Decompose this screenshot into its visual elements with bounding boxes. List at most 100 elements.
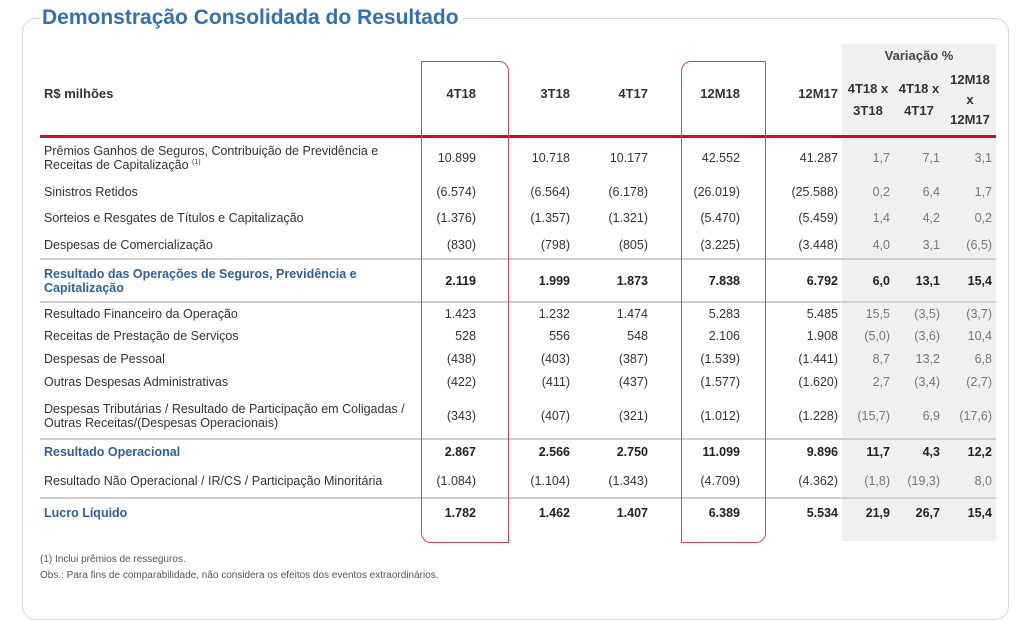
value-cell: (1.357) bbox=[530, 211, 570, 225]
value-cell: (343) bbox=[446, 409, 476, 423]
row-label-text: Sorteios e Resgates de Títulos e Capital… bbox=[44, 211, 304, 225]
row-label-text: Outras Despesas Administrativas bbox=[44, 375, 229, 389]
value-cell: 2.867 bbox=[416, 438, 508, 464]
value-cell: (422) bbox=[446, 375, 476, 389]
value-cell: 2.106 bbox=[708, 328, 740, 343]
value-cell: (1.441) bbox=[798, 351, 838, 366]
value-cell: (5.470) bbox=[700, 211, 740, 225]
row-label-text: Despesas Tributárias / Resultado de Part… bbox=[44, 402, 405, 430]
value-cell: 5.485 bbox=[768, 301, 842, 324]
row-label-text: Sinistros Retidos bbox=[44, 184, 138, 199]
value-cell: (805) bbox=[618, 238, 648, 252]
row-label-text: Resultado Não Operacional / IR/CS / Part… bbox=[44, 473, 383, 488]
value-cell: 2.566 bbox=[508, 438, 590, 464]
variation-cell: 4,3 bbox=[894, 438, 944, 464]
var-col-header: 4T18 x 3T18 bbox=[842, 66, 894, 138]
variation-cell: 8,7 bbox=[872, 351, 890, 366]
footnote: Obs.: Para fins de comparabilidade, não … bbox=[40, 570, 439, 581]
variation-cell: 6,8 bbox=[974, 351, 992, 366]
variation-header-row: Variação % bbox=[40, 44, 996, 66]
variation-cell: 6,0 bbox=[842, 258, 894, 302]
table-row: Despesas Tributárias / Resultado de Part… bbox=[40, 394, 996, 439]
variation-cell: (3,5) bbox=[894, 301, 944, 324]
value-cell: 10.899 bbox=[437, 151, 476, 166]
value-cell: (3.448) bbox=[798, 238, 838, 252]
row-label: Lucro Líquido bbox=[40, 497, 416, 527]
value-cell: (387) bbox=[618, 351, 648, 366]
variation-cell: (6,5) bbox=[966, 238, 992, 252]
value-cell: (1.539) bbox=[700, 351, 740, 366]
variation-cell: 2,7 bbox=[872, 375, 890, 389]
value-cell: (1.577) bbox=[700, 375, 740, 389]
value-cell: 6.389 bbox=[678, 497, 768, 527]
value-cell: 6.792 bbox=[768, 258, 842, 302]
row-label: Despesas de Pessoal bbox=[40, 347, 416, 370]
table-row: Despesas de Pessoal (438) (403) (387) (1.539… bbox=[40, 347, 996, 370]
value-cell: (1.104) bbox=[530, 473, 570, 488]
row-label: Prêmios Ganhos de Seguros, Contribuição … bbox=[40, 136, 416, 179]
row-label: Resultado Não Operacional / IR/CS / Part… bbox=[40, 464, 416, 498]
col-header: 12M18 bbox=[678, 66, 768, 138]
variation-cell: 15,4 bbox=[944, 497, 996, 527]
row-label: Despesas de Comercialização bbox=[40, 232, 416, 259]
value-cell: 2.119 bbox=[416, 258, 508, 302]
variation-cell: (3,6) bbox=[914, 328, 940, 343]
variation-cell: 12,2 bbox=[944, 438, 996, 464]
highlight-12m18 bbox=[681, 61, 766, 543]
row-label: Resultado das Operações de Seguros, Prev… bbox=[40, 258, 416, 302]
table-row: Sorteios e Resgates de Títulos e Capital… bbox=[40, 204, 996, 232]
variation-cell: 7,1 bbox=[922, 151, 940, 166]
value-cell: 11.099 bbox=[678, 438, 768, 464]
value-cell: 548 bbox=[627, 328, 648, 343]
value-cell: (1.343) bbox=[608, 473, 648, 488]
value-cell: 1.462 bbox=[508, 497, 590, 527]
variation-cell: (1,8) bbox=[864, 473, 890, 488]
table-row: Resultado Operacional 2.867 2.566 2.750 11.0… bbox=[40, 438, 996, 464]
variation-cell: 11,7 bbox=[842, 438, 894, 464]
variation-cell: 1,7 bbox=[974, 184, 992, 199]
table-row: Sinistros Retidos (6.574) (6.564) (6.178) (2… bbox=[40, 179, 996, 204]
variation-cell: (2,7) bbox=[966, 375, 992, 389]
highlight-4t18 bbox=[421, 61, 509, 543]
row-label: Resultado Operacional bbox=[40, 438, 416, 464]
value-cell: (403) bbox=[540, 351, 570, 366]
variation-cell: (15,7) bbox=[857, 409, 890, 423]
variation-cell: 6,4 bbox=[922, 184, 940, 199]
variation-cell: (3,7) bbox=[944, 301, 996, 324]
value-cell: 42.552 bbox=[701, 151, 740, 166]
value-cell: 1.423 bbox=[416, 301, 508, 324]
variation-cell: 0,2 bbox=[872, 184, 890, 199]
value-cell: 1.782 bbox=[416, 497, 508, 527]
row-label: Sorteios e Resgates de Títulos e Capital… bbox=[40, 204, 416, 232]
value-cell: 1.908 bbox=[806, 328, 838, 343]
value-cell: (6.178) bbox=[608, 184, 648, 199]
variation-cell: 26,7 bbox=[894, 497, 944, 527]
value-cell: (437) bbox=[618, 375, 648, 389]
value-cell: (321) bbox=[618, 409, 648, 423]
col-header: 4T18 bbox=[416, 66, 508, 138]
var-col-header: 12M18 x 12M17 bbox=[944, 66, 996, 138]
value-cell: 41.287 bbox=[799, 151, 838, 166]
variation-label: Variação % bbox=[884, 47, 954, 63]
value-cell: (438) bbox=[446, 351, 476, 366]
value-cell: 528 bbox=[455, 328, 476, 343]
value-cell: (830) bbox=[446, 238, 476, 252]
value-cell: 9.896 bbox=[768, 438, 842, 464]
row-label-text: Resultado Financeiro da Operação bbox=[44, 306, 238, 321]
income-statement-table: Variação % R$ milhões 4T18 3T18 4T17 12M… bbox=[40, 44, 996, 527]
value-cell: (1.321) bbox=[608, 211, 648, 225]
value-cell: (6.564) bbox=[530, 184, 570, 199]
table-row: Receitas de Prestação de Serviços 528 556 5… bbox=[40, 324, 996, 347]
col-header: 4T17 bbox=[590, 66, 678, 138]
value-cell: 10.718 bbox=[531, 151, 570, 166]
value-cell: 556 bbox=[549, 328, 570, 343]
value-cell: (4.709) bbox=[700, 473, 740, 488]
variation-cell: 8,0 bbox=[974, 473, 992, 488]
row-label: Despesas Tributárias / Resultado de Part… bbox=[40, 394, 416, 439]
row-label: Sinistros Retidos bbox=[40, 179, 416, 204]
table-row: Outras Despesas Administrativas (422) (411… bbox=[40, 370, 996, 394]
variation-cell: 1,4 bbox=[872, 211, 890, 225]
footnote: (1) Inclui prêmios de resseguros. bbox=[40, 554, 186, 565]
row-label: Receitas de Prestação de Serviços bbox=[40, 324, 416, 347]
table-row: Resultado Não Operacional / IR/CS / Part… bbox=[40, 464, 996, 498]
